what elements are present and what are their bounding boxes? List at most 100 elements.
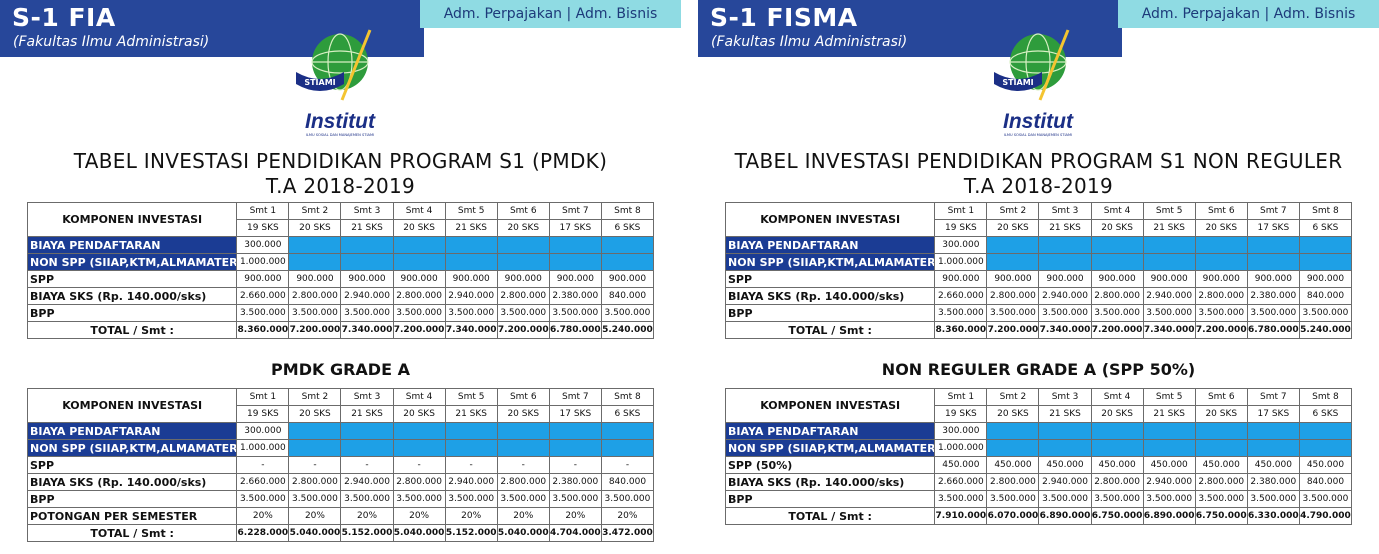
total-value: 7.200.000 bbox=[1194, 321, 1248, 339]
row-value bbox=[600, 439, 655, 457]
row-value bbox=[1298, 253, 1353, 271]
row-value: 2.940.000 bbox=[444, 473, 498, 491]
total-value: 4.704.000 bbox=[548, 524, 602, 542]
sks-header: 6 SKS bbox=[1298, 219, 1353, 237]
row-value: 3.500.000 bbox=[288, 304, 342, 322]
semester-header: Smt 4 bbox=[392, 388, 446, 406]
semester-header: Smt 6 bbox=[496, 202, 550, 220]
total-value: 6.780.000 bbox=[548, 321, 602, 339]
semester-header: Smt 7 bbox=[1246, 388, 1300, 406]
semester-header: Smt 2 bbox=[986, 202, 1040, 220]
table-row: POTONGAN PER SEMESTER 20% 20% 20% 20% 20% 20% 2… bbox=[26, 507, 655, 525]
row-label: NON SPP (SIIAP,KTM,ALMAMATER) bbox=[724, 439, 936, 457]
sks-header: 20 SKS bbox=[288, 219, 342, 237]
row-value bbox=[548, 422, 602, 440]
sks-header: 20 SKS bbox=[392, 405, 446, 423]
table-row: BIAYA SKS (Rp. 140.000/sks) 2.660.000 2.80… bbox=[26, 287, 655, 305]
row-value: 3.500.000 bbox=[1246, 304, 1300, 322]
program-title: S-1 FISMA bbox=[710, 3, 858, 32]
row-value bbox=[1246, 439, 1300, 457]
row-value bbox=[392, 422, 446, 440]
row-label: BIAYA PENDAFTARAN bbox=[724, 236, 936, 254]
sks-header: 17 SKS bbox=[1246, 405, 1300, 423]
total-row: TOTAL / Smt :7.910.000 6.070.000 6.890.000… bbox=[724, 507, 1353, 525]
total-value: 8.360.000 bbox=[934, 321, 988, 339]
semester-header: Smt 3 bbox=[340, 388, 394, 406]
table-row: SPP - - - - - - - - bbox=[26, 456, 655, 474]
semester-header: Smt 4 bbox=[392, 202, 446, 220]
semester-header: Smt 7 bbox=[548, 388, 602, 406]
row-value bbox=[444, 236, 498, 254]
row-value: 450.000 bbox=[986, 456, 1040, 474]
investment-table-grade-a: KOMPONEN INVESTASI Smt 1 Smt 2 Smt 3 Smt 4 Sm… bbox=[26, 388, 655, 542]
table-row: SPP 900.000 900.000 900.000 900.000 900.000 90… bbox=[26, 270, 655, 288]
row-value: 900.000 bbox=[236, 270, 290, 288]
total-label: TOTAL / Smt : bbox=[724, 321, 936, 339]
program-title-box: S-1 FIA (Fakultas Ilmu Administrasi) bbox=[0, 0, 424, 57]
row-value bbox=[1194, 439, 1248, 457]
academic-year: T.A 2018-2019 bbox=[963, 174, 1114, 198]
panel-fisma: S-1 FISMA (Fakultas Ilmu Administrasi) A… bbox=[698, 0, 1379, 554]
table-row: BIAYA PENDAFTARAN 300.000 bbox=[26, 236, 655, 254]
sks-header: 21 SKS bbox=[1038, 219, 1092, 237]
row-value: 900.000 bbox=[600, 270, 655, 288]
semester-header: Smt 1 bbox=[934, 202, 988, 220]
sks-header: 21 SKS bbox=[1038, 405, 1092, 423]
row-value bbox=[1246, 253, 1300, 271]
panel-fia: S-1 FIA (Fakultas Ilmu Administrasi) Adm… bbox=[0, 0, 681, 554]
row-value: 3.500.000 bbox=[1142, 490, 1196, 508]
total-value: 7.340.000 bbox=[1038, 321, 1092, 339]
row-value: 20% bbox=[392, 507, 446, 525]
row-value bbox=[288, 422, 342, 440]
program-title: S-1 FIA bbox=[12, 3, 116, 32]
sks-header: 20 SKS bbox=[986, 405, 1040, 423]
row-value: 3.500.000 bbox=[496, 490, 550, 508]
total-value: 5.240.000 bbox=[600, 321, 655, 339]
sks-header: 20 SKS bbox=[288, 405, 342, 423]
row-value bbox=[340, 422, 394, 440]
total-value: 5.152.000 bbox=[444, 524, 498, 542]
row-value: 900.000 bbox=[392, 270, 446, 288]
semester-header: Smt 3 bbox=[1038, 202, 1092, 220]
row-value: 2.800.000 bbox=[1090, 473, 1144, 491]
investment-table-grade-a: KOMPONEN INVESTASI Smt 1 Smt 2 Smt 3 Smt 4 Sm… bbox=[724, 388, 1353, 525]
row-value: 900.000 bbox=[1090, 270, 1144, 288]
semester-header: Smt 2 bbox=[288, 388, 342, 406]
row-label: SPP bbox=[26, 270, 238, 288]
row-value bbox=[496, 253, 550, 271]
table-row: BIAYA PENDAFTARAN 300.000 bbox=[724, 236, 1353, 254]
row-value: 2.380.000 bbox=[548, 287, 602, 305]
investment-table-regular: KOMPONEN INVESTASI Smt 1 Smt 2 Smt 3 Smt 4 Sm… bbox=[26, 202, 655, 339]
semester-header: Smt 8 bbox=[600, 202, 655, 220]
row-value: 840.000 bbox=[600, 473, 655, 491]
table-row: NON SPP (SIIAP,KTM,ALMAMATER) 1.000.000 bbox=[26, 253, 655, 271]
row-value: 20% bbox=[444, 507, 498, 525]
row-value bbox=[288, 439, 342, 457]
row-label: BIAYA SKS (Rp. 140.000/sks) bbox=[724, 287, 936, 305]
row-value: 450.000 bbox=[934, 456, 988, 474]
semester-header: Smt 4 bbox=[1090, 388, 1144, 406]
sks-header: 17 SKS bbox=[1246, 219, 1300, 237]
row-value: 3.500.000 bbox=[1142, 304, 1196, 322]
semester-header: Smt 3 bbox=[1038, 388, 1092, 406]
table-row: NON SPP (SIIAP,KTM,ALMAMATER) 1.000.000 bbox=[724, 253, 1353, 271]
institute-logo: STIAMI Institut ILMU SOSIAL DAN MANAJEME… bbox=[994, 29, 1074, 137]
total-value: 5.040.000 bbox=[288, 524, 342, 542]
total-value: 8.360.000 bbox=[236, 321, 290, 339]
row-value: 3.500.000 bbox=[1038, 304, 1092, 322]
row-value bbox=[340, 253, 394, 271]
row-value: 2.940.000 bbox=[1142, 473, 1196, 491]
row-value: 3.500.000 bbox=[392, 304, 446, 322]
row-value: 450.000 bbox=[1142, 456, 1196, 474]
total-value: 7.200.000 bbox=[392, 321, 446, 339]
row-value bbox=[288, 236, 342, 254]
total-value: 6.890.000 bbox=[1142, 507, 1196, 525]
row-value: 900.000 bbox=[986, 270, 1040, 288]
row-value bbox=[1298, 236, 1353, 254]
row-value: 450.000 bbox=[1194, 456, 1248, 474]
semester-header: Smt 3 bbox=[340, 202, 394, 220]
semester-header: Smt 2 bbox=[986, 388, 1040, 406]
row-value bbox=[986, 422, 1040, 440]
total-value: 6.070.000 bbox=[986, 507, 1040, 525]
row-value: 3.500.000 bbox=[444, 304, 498, 322]
